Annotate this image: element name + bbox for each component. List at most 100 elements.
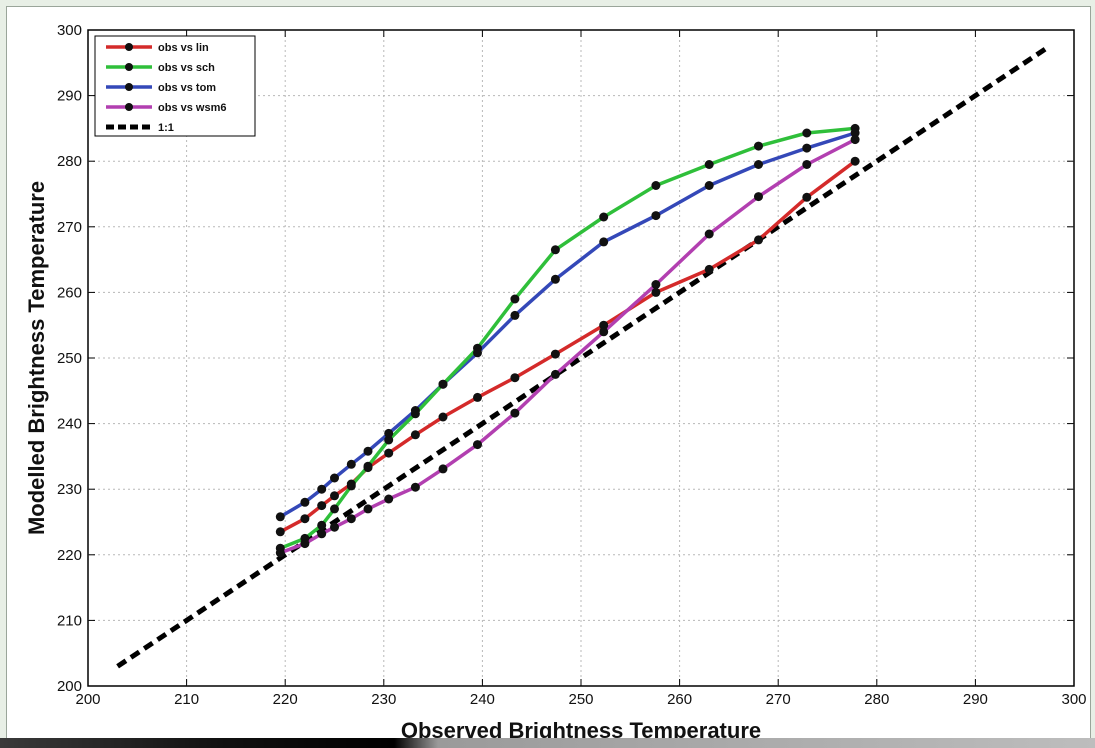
data-point	[330, 473, 339, 483]
x-tick-label: 260	[667, 691, 692, 708]
series-lines	[116, 44, 1051, 669]
axis-ticks: 200 210 220 230 240 250 260 270 280 290 300 200 210 2…	[57, 22, 1087, 708]
data-point	[550, 369, 560, 379]
x-tick-label: 200	[75, 691, 100, 708]
y-tick-label: 270	[57, 219, 82, 236]
data-point	[550, 349, 560, 359]
data-point	[599, 327, 609, 337]
data-point	[346, 459, 356, 469]
data-point	[510, 408, 520, 418]
data-point	[850, 128, 860, 138]
y-tick-label: 280	[57, 153, 82, 170]
data-point	[300, 497, 310, 507]
data-point	[384, 428, 394, 438]
data-point	[704, 181, 714, 190]
data-point	[317, 520, 327, 530]
data-point	[275, 548, 285, 558]
data-point	[754, 141, 763, 151]
data-point	[850, 156, 860, 166]
data-point	[754, 235, 763, 245]
data-point	[651, 181, 661, 190]
data-point	[754, 192, 763, 202]
y-tick-label: 250	[57, 350, 82, 367]
legend-label: obs vs lin	[158, 42, 209, 54]
data-point	[300, 514, 310, 524]
data-point	[802, 160, 812, 169]
x-tick-label: 250	[568, 691, 593, 708]
x-tick-label: 300	[1061, 691, 1086, 708]
data-point	[599, 320, 609, 330]
legend-label: obs vs sch	[158, 62, 215, 74]
legend-marker	[125, 83, 133, 91]
data-point	[473, 440, 482, 450]
data-point	[802, 128, 812, 138]
data-point	[438, 412, 448, 422]
data-point	[346, 514, 356, 524]
data-point	[802, 143, 812, 153]
data-point	[346, 481, 356, 491]
data-point	[704, 160, 714, 169]
legend-label: obs vs wsm6	[158, 102, 226, 114]
data-point	[330, 522, 339, 532]
y-tick-label: 290	[57, 88, 82, 105]
data-point	[473, 392, 482, 402]
x-tick-label: 230	[371, 691, 396, 708]
data-point	[410, 482, 420, 492]
data-point	[651, 287, 661, 297]
data-point	[438, 464, 448, 474]
data-point	[317, 501, 327, 511]
legend-marker	[125, 63, 133, 71]
y-tick-label: 210	[57, 612, 82, 629]
y-tick-label: 220	[57, 547, 82, 564]
data-point	[363, 446, 373, 456]
data-point	[330, 491, 339, 501]
data-point	[651, 280, 661, 289]
data-point	[754, 160, 763, 169]
data-point	[363, 461, 373, 471]
data-point	[384, 448, 394, 458]
series-line	[116, 44, 1051, 669]
legend-marker	[125, 43, 133, 51]
grid-lines	[88, 30, 1074, 686]
data-point	[599, 212, 609, 222]
data-point	[704, 229, 714, 239]
y-axis-title: Modelled Brightness Temperature	[24, 181, 49, 535]
data-point	[363, 504, 373, 514]
x-tick-label: 220	[273, 691, 298, 708]
x-tick-label: 270	[766, 691, 791, 708]
x-tick-label: 280	[864, 691, 889, 708]
data-point	[410, 430, 420, 440]
legend-marker	[125, 103, 133, 111]
data-point	[275, 512, 285, 522]
data-point	[510, 310, 520, 320]
legend-label: obs vs tom	[158, 82, 216, 94]
x-tick-label: 240	[470, 691, 495, 708]
data-point	[317, 484, 327, 494]
data-point	[317, 529, 327, 539]
data-point	[384, 435, 394, 445]
data-point	[704, 264, 714, 274]
data-point	[550, 274, 560, 284]
data-point	[510, 294, 520, 304]
x-tick-label: 290	[963, 691, 988, 708]
data-point	[384, 494, 394, 504]
data-point	[550, 245, 560, 255]
y-tick-label: 200	[57, 678, 82, 695]
data-point	[473, 348, 482, 358]
bottom-edge-strip	[0, 738, 1095, 748]
data-point	[599, 237, 609, 247]
data-point	[510, 373, 520, 383]
data-point	[275, 527, 285, 537]
x-tick-label: 210	[174, 691, 199, 708]
data-point	[300, 539, 310, 549]
data-point	[410, 406, 420, 415]
legend: obs vs lin obs vs sch obs vs tom obs vs wsm…	[94, 35, 256, 137]
y-tick-label: 240	[57, 416, 82, 433]
data-point	[330, 504, 339, 514]
y-tick-label: 260	[57, 284, 82, 301]
data-point	[802, 192, 812, 202]
legend-label: 1:1	[158, 122, 174, 134]
data-point	[438, 379, 448, 389]
y-tick-label: 300	[57, 22, 82, 39]
